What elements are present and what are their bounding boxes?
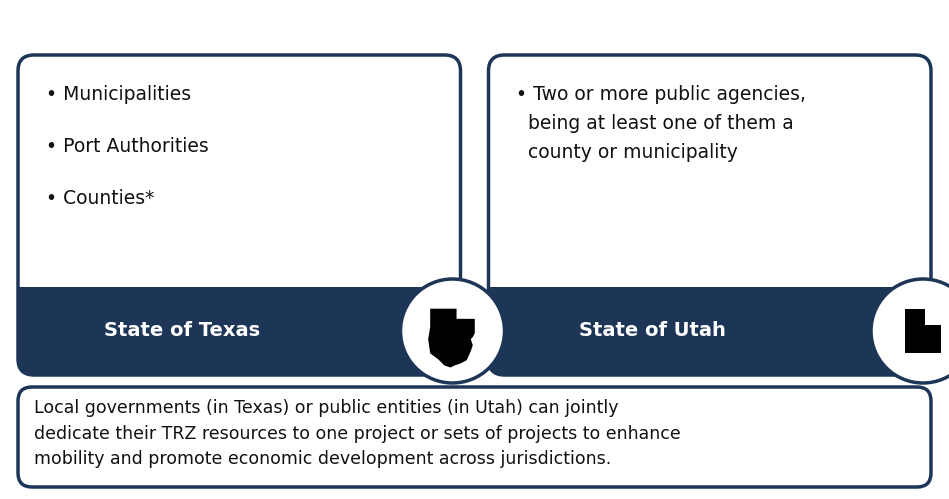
FancyBboxPatch shape [489,55,931,375]
Polygon shape [904,309,941,353]
FancyBboxPatch shape [18,387,931,487]
Text: Local governments (in Texas) or public entities (in Utah) can jointly
dedicate t: Local governments (in Texas) or public e… [34,399,680,469]
FancyBboxPatch shape [18,55,460,375]
Bar [489,287,931,359]
Bar [18,351,460,359]
Bar [489,351,931,359]
Text: State of Utah: State of Utah [579,321,726,340]
Polygon shape [428,309,474,367]
Text: • Counties*: • Counties* [46,189,155,208]
Text: State of Texas: State of Texas [103,321,260,340]
Bar [18,287,460,359]
Circle shape [400,279,505,383]
FancyBboxPatch shape [18,287,460,375]
Text: • Municipalities: • Municipalities [46,85,191,104]
Text: • Two or more public agencies,
  being at least one of them a
  county or munici: • Two or more public agencies, being at … [516,85,807,162]
FancyBboxPatch shape [489,287,931,375]
Circle shape [871,279,949,383]
Text: • Port Authorities: • Port Authorities [46,137,209,156]
